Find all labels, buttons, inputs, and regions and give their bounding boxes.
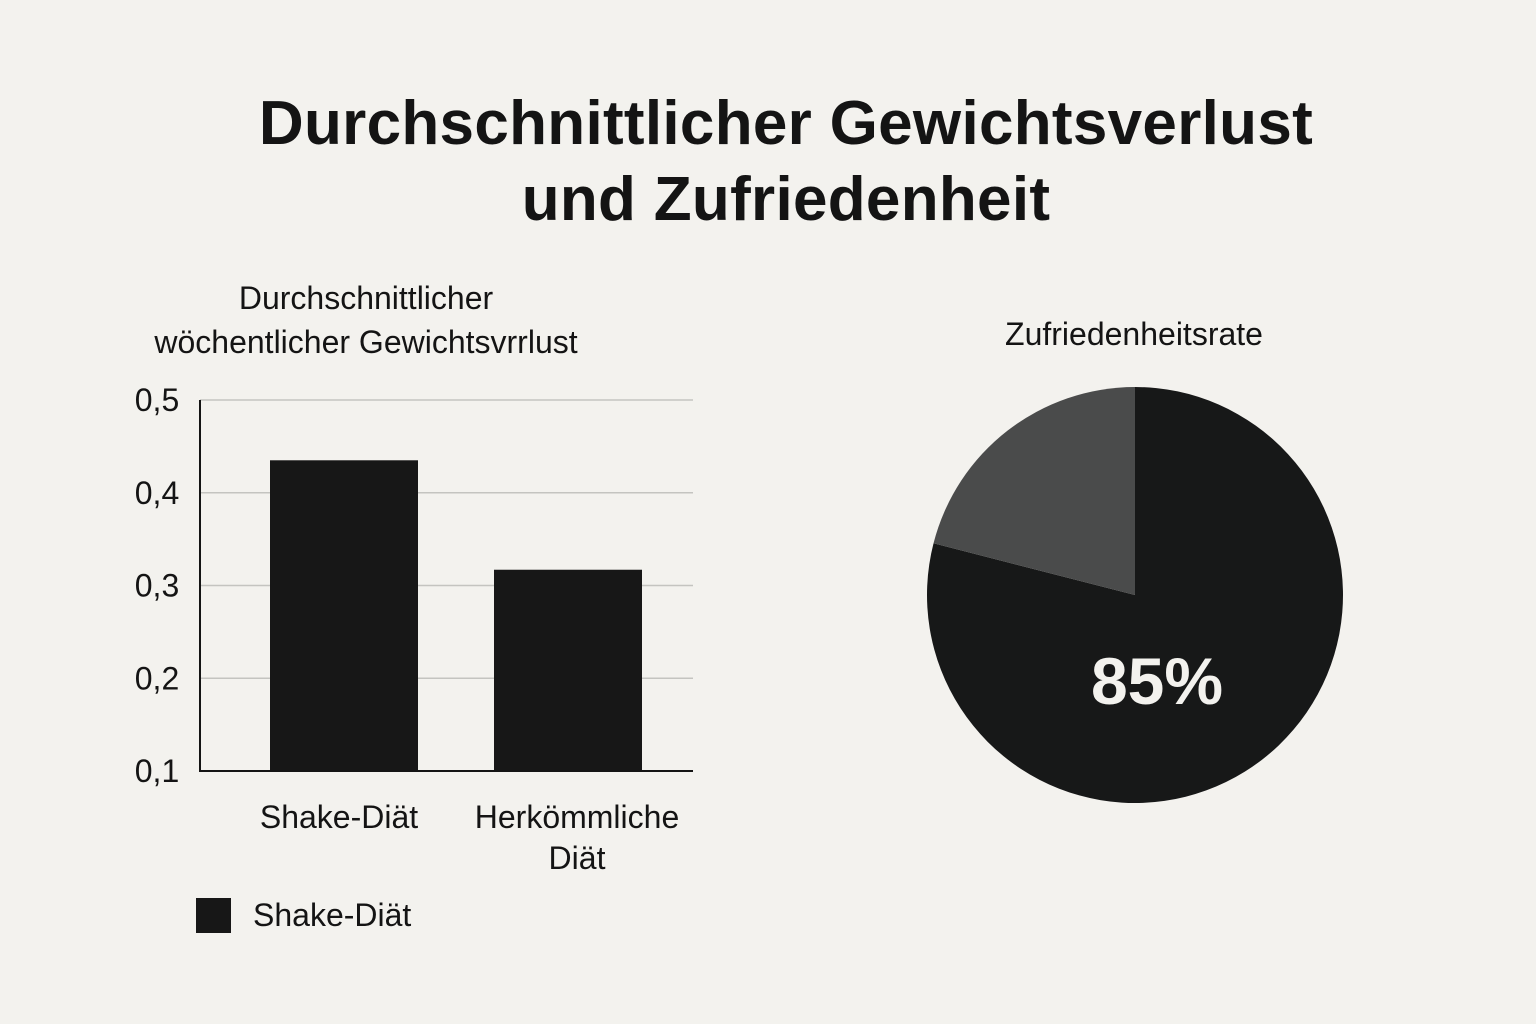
y-tick-label: 0,1: [135, 753, 179, 789]
pie-slice: [933, 387, 1135, 595]
main-title: Durchschnittlicher Gewichtsverlust und Z…: [0, 86, 1536, 238]
x-tick-label: Diät: [549, 840, 606, 876]
pie-value-label: 85%: [1091, 644, 1223, 718]
bar-chart-title-line-2: wöchentlicher Gewichtsvrrlust: [154, 324, 578, 360]
x-tick-label: Shake-Diät: [260, 799, 418, 835]
y-tick-label: 0,3: [135, 568, 179, 604]
y-tick-label: 0,4: [135, 475, 179, 511]
pie-slice: [927, 387, 1343, 803]
bar: [494, 569, 642, 771]
legend: Shake-Diät: [196, 895, 411, 935]
legend-label: Shake-Diät: [253, 897, 412, 933]
main-title-line-2: und Zufriedenheit: [521, 165, 1051, 234]
y-tick-label: 0,2: [135, 660, 179, 696]
bar-chart-title-line-1: Durchschnittlicher: [238, 280, 494, 316]
bar-chart: 0,5 0,4 0,3 0,2 0,1 Shake-Diät Herkömmliche Diä…: [135, 382, 693, 876]
main-title-line-1: Durchschnittlicher Gewichtsverlust: [258, 89, 1314, 158]
x-tick-label: Herkömmliche: [475, 799, 679, 835]
pie-chart-title: Zufriedenheitsrate: [1005, 316, 1263, 352]
bar-chart-title: Durchschnittlicher wöchentlicher Gewicht…: [60, 276, 672, 364]
legend-swatch: [196, 897, 231, 933]
y-tick-label: 0,5: [135, 382, 179, 418]
bar: [270, 460, 418, 771]
